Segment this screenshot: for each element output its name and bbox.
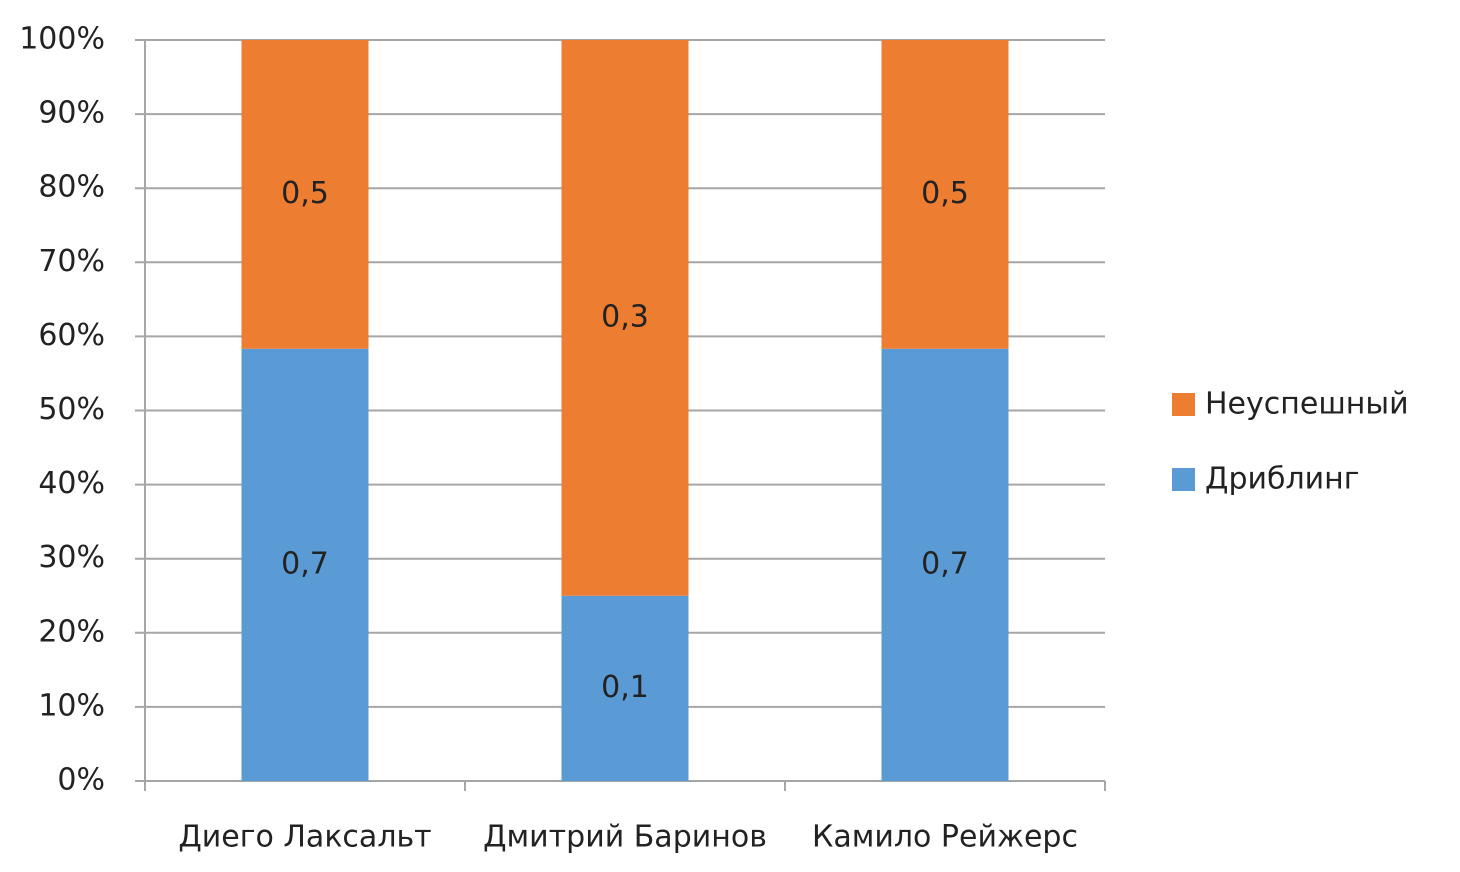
y-tick-label: 20%: [38, 614, 105, 649]
bar-segment: [241, 348, 369, 781]
data-label: 0,7: [921, 546, 969, 581]
y-tick-label: 70%: [38, 244, 105, 279]
y-tick-label: 50%: [38, 392, 105, 427]
y-tick-label: 10%: [38, 688, 105, 723]
y-tick-label: 0%: [57, 763, 105, 798]
bar-segment: [561, 595, 689, 781]
bar-segment: [241, 40, 369, 349]
legend-label: Неуспешный: [1205, 387, 1409, 422]
data-label: 0,7: [281, 546, 329, 581]
y-tick-label: 90%: [38, 96, 105, 131]
data-label: 0,5: [281, 176, 329, 211]
y-tick-label: 80%: [38, 170, 105, 205]
legend-swatch: [1172, 393, 1195, 416]
bar-segment: [561, 40, 689, 596]
bar-segment: [881, 348, 1009, 781]
x-tick-label: Камило Рейжерс: [812, 820, 1078, 855]
y-tick-label: 100%: [19, 22, 105, 57]
x-tick-label: Дмитрий Баринов: [483, 820, 767, 855]
x-tick-label: Диего Лаксальт: [178, 820, 431, 855]
legend-swatch: [1172, 468, 1195, 491]
y-tick-label: 30%: [38, 540, 105, 575]
y-tick-label: 60%: [38, 318, 105, 353]
legend-label: Дриблинг: [1205, 462, 1360, 497]
data-label: 0,5: [921, 176, 969, 211]
data-label: 0,1: [601, 670, 649, 705]
y-tick-label: 40%: [38, 466, 105, 501]
data-label: 0,3: [601, 299, 649, 334]
bar-segment: [881, 40, 1009, 349]
